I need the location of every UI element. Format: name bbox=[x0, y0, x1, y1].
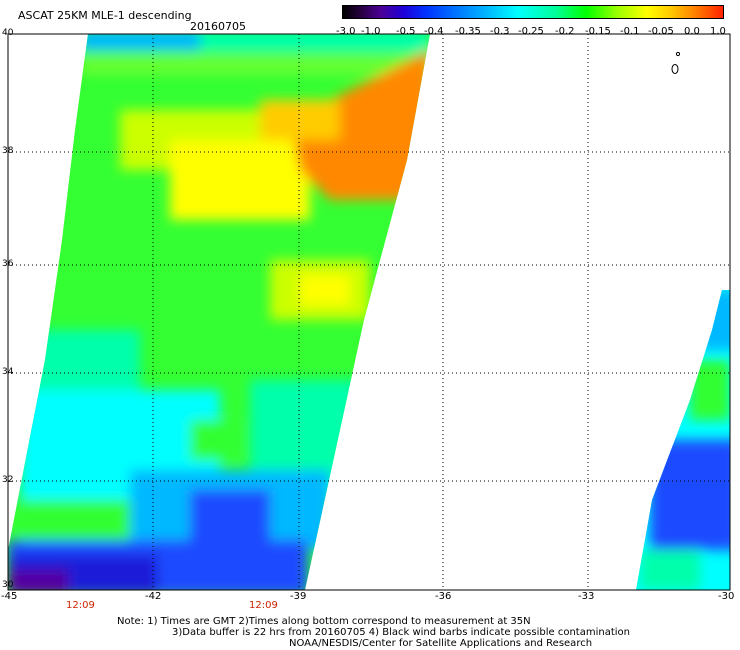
island-marker bbox=[671, 51, 681, 74]
lat-label: 34 bbox=[2, 367, 14, 377]
lon-label: -33 bbox=[578, 591, 595, 602]
lat-label: 40 bbox=[2, 28, 14, 38]
credit-line: NOAA/NESDIS/Center for Satellite Applica… bbox=[289, 638, 593, 649]
swath-east bbox=[636, 290, 730, 590]
colorbar-tick: -0.5 bbox=[396, 26, 416, 37]
note-line: Note: 1) Times are GMT 2)Times along bot… bbox=[117, 616, 531, 627]
lon-label: -45 bbox=[1, 591, 18, 602]
colorbar-tick: -1.0 bbox=[361, 26, 381, 37]
colorbar-tick: -0.4 bbox=[424, 26, 444, 37]
graticule bbox=[8, 34, 730, 590]
note-line: 3)Data buffer is 22 hrs from 20160705 4)… bbox=[172, 627, 630, 638]
colorbar bbox=[342, 5, 724, 19]
colorbar-tick: 1.0 bbox=[710, 26, 726, 37]
colorbar-tick: -0.05 bbox=[648, 26, 674, 37]
lat-label: 32 bbox=[2, 475, 14, 485]
lon-label: -30 bbox=[718, 591, 735, 602]
pass-time: 12:09 bbox=[249, 600, 278, 611]
lat-label: 36 bbox=[2, 259, 14, 269]
colorbar-tick: -0.3 bbox=[490, 26, 510, 37]
colorbar-tick: -3.0 bbox=[336, 26, 356, 37]
lat-label: 38 bbox=[2, 146, 14, 156]
colorbar-tick: -0.25 bbox=[518, 26, 544, 37]
colorbar-tick: -0.1 bbox=[620, 26, 640, 37]
colorbar-tick: -0.35 bbox=[455, 26, 481, 37]
pass-time: 12:09 bbox=[66, 600, 95, 611]
lon-label: -36 bbox=[435, 591, 452, 602]
colorbar-tick: -0.2 bbox=[555, 26, 575, 37]
lon-label: -42 bbox=[145, 591, 162, 602]
colorbar-tick: -0.15 bbox=[585, 26, 611, 37]
swath-west bbox=[8, 34, 430, 590]
lat-label: 30 bbox=[2, 580, 14, 590]
map-title: ASCAT 25KM MLE-1 descending bbox=[18, 9, 192, 22]
plot-frame bbox=[7, 33, 731, 591]
map-date: 20160705 bbox=[190, 20, 246, 33]
colorbar-tick: 0.0 bbox=[684, 26, 700, 37]
lon-label: -39 bbox=[290, 591, 307, 602]
